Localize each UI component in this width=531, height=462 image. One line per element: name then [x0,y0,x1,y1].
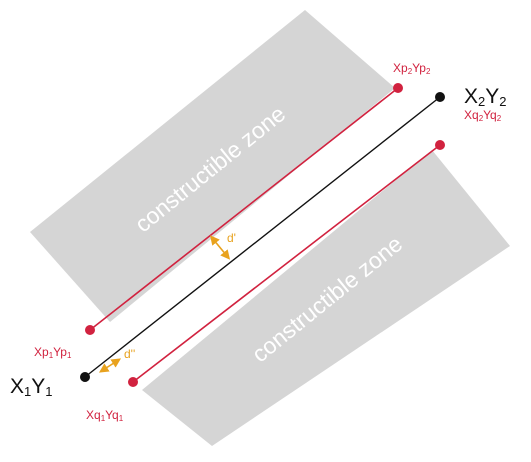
xq2yq2-label: Xq2Yq2 [464,108,502,123]
d-prime-arrow [209,235,231,260]
offset-line-p [89,87,399,331]
x1y1-label: X1Y1 [10,375,53,399]
d-double-prime-arrow [98,358,122,373]
point-x2y2 [435,92,445,102]
offset-line-q [132,144,441,383]
point-xp2yp2 [393,83,403,93]
x2y2-label: X2Y2 [464,85,507,109]
d-double-prime-label: d'' [124,347,135,361]
point-xq1yq1 [128,377,138,387]
d-prime-label: d' [227,231,236,245]
point-xq2yq2 [435,140,445,150]
xp1yp1-label: Xp1Yp1 [34,345,72,360]
point-x1y1 [80,372,90,382]
xq1yq1-label: Xq1Yq1 [86,408,124,423]
point-xp1yp1 [85,325,95,335]
lower-constructible-zone [142,150,510,446]
xp2yp2-label: Xp2Yp2 [393,61,431,76]
upper-constructible-zone [30,10,395,322]
axis-line [84,96,441,378]
